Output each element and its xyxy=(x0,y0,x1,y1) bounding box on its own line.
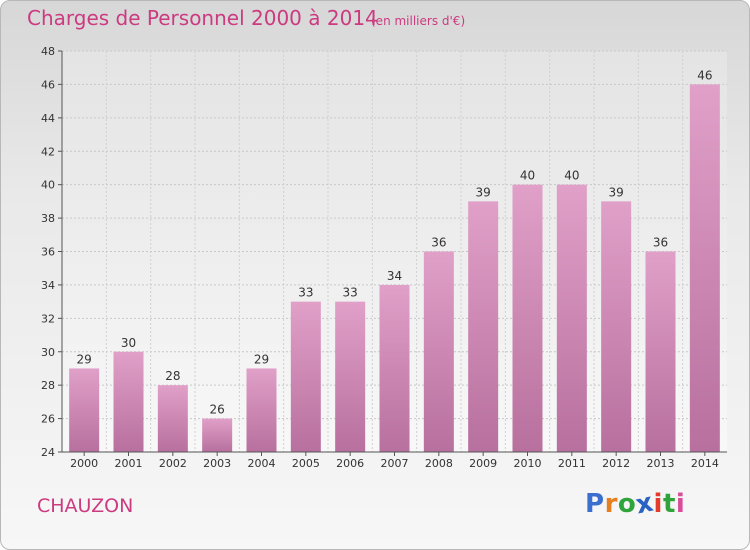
value-label-2005: 33 xyxy=(298,286,313,300)
y-tick-label: 42 xyxy=(41,145,55,158)
value-label-2010: 40 xyxy=(520,169,535,183)
y-tick-label: 48 xyxy=(41,45,55,58)
x-tick-label-2003: 2003 xyxy=(203,457,231,470)
y-tick-label: 24 xyxy=(41,446,55,459)
x-tick-label-2014: 2014 xyxy=(691,457,719,470)
town-name: CHAUZON xyxy=(37,495,134,517)
bar-2011 xyxy=(556,184,587,452)
logo-letter: P xyxy=(585,489,605,519)
chart-title: Charges de Personnel 2000 à 2014 xyxy=(27,6,378,30)
value-label-2011: 40 xyxy=(564,169,579,183)
axes xyxy=(58,50,727,456)
y-tick-label: 34 xyxy=(41,279,55,292)
proxiti-logo: Proxiti xyxy=(585,488,686,521)
x-tick-label-2001: 2001 xyxy=(115,457,143,470)
value-label-2008: 36 xyxy=(431,236,446,250)
bar-2004 xyxy=(246,368,277,452)
x-tick-label-2006: 2006 xyxy=(336,457,364,470)
y-tick-label: 32 xyxy=(41,312,55,325)
value-label-2002: 28 xyxy=(165,369,180,383)
y-tick-label: 30 xyxy=(41,346,55,359)
bar-2010 xyxy=(512,184,543,452)
logo-letter: t xyxy=(662,489,676,519)
value-label-2009: 39 xyxy=(476,185,491,199)
value-label-2001: 30 xyxy=(121,336,136,350)
y-tick-label: 28 xyxy=(41,379,55,392)
labels: 24 26 28 30 32 34 36 38 40 42 44 46 48 29 2000 30 2001 28… xyxy=(41,45,719,470)
x-tick-label-2002: 2002 xyxy=(159,457,187,470)
value-label-2000: 29 xyxy=(77,352,92,366)
y-tick-label: 26 xyxy=(41,413,55,426)
value-label-2014: 46 xyxy=(697,68,712,82)
bar-2012 xyxy=(601,201,632,452)
bars xyxy=(69,84,720,453)
bar-2014 xyxy=(689,84,720,453)
value-label-2013: 36 xyxy=(653,236,668,250)
bar-2007 xyxy=(379,284,410,452)
value-label-2012: 39 xyxy=(609,185,624,199)
value-label-2003: 26 xyxy=(210,403,225,417)
bar-2003 xyxy=(202,418,233,452)
value-label-2007: 34 xyxy=(387,269,402,283)
bar-2001 xyxy=(113,351,144,452)
x-tick-label-2008: 2008 xyxy=(425,457,453,470)
x-tick-label-2005: 2005 xyxy=(292,457,320,470)
chart-subtitle: (en milliers d'€) xyxy=(371,14,466,28)
value-label-2006: 33 xyxy=(343,286,358,300)
logo-letter: r xyxy=(604,489,618,519)
bar-2002 xyxy=(157,385,188,452)
bar-2008 xyxy=(423,251,454,452)
logo-letter: i xyxy=(675,489,686,519)
y-tick-label: 46 xyxy=(41,78,55,91)
x-tick-label-2011: 2011 xyxy=(558,457,586,470)
bar-2000 xyxy=(69,368,100,452)
bar-2009 xyxy=(468,201,499,452)
y-tick-label: 36 xyxy=(41,246,55,259)
y-tick-label: 38 xyxy=(41,212,55,225)
value-label-2004: 29 xyxy=(254,352,269,366)
y-tick-label: 40 xyxy=(41,179,55,192)
bar-2013 xyxy=(645,251,676,452)
x-tick-label-2012: 2012 xyxy=(602,457,630,470)
y-tick-label: 44 xyxy=(41,112,55,125)
bar-2005 xyxy=(290,301,321,452)
x-tick-label-2010: 2010 xyxy=(514,457,542,470)
x-tick-label-2004: 2004 xyxy=(248,457,276,470)
x-tick-label-2013: 2013 xyxy=(647,457,675,470)
logo-letter: i xyxy=(653,489,663,519)
x-tick-label-2009: 2009 xyxy=(469,457,497,470)
bar-2006 xyxy=(335,301,366,452)
x-tick-label-2007: 2007 xyxy=(381,457,409,470)
logo-letter: o xyxy=(617,489,637,519)
x-tick-label-2000: 2000 xyxy=(70,457,98,470)
